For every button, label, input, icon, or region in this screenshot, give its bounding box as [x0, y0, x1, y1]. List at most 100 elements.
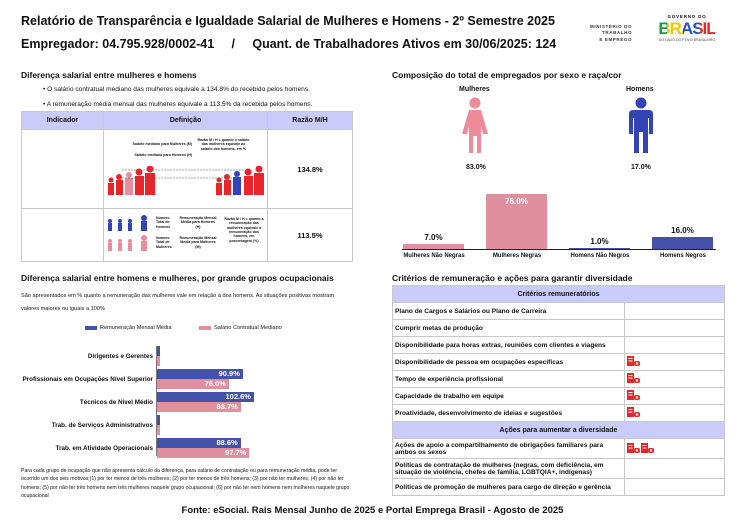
criterion-status — [624, 387, 725, 405]
bar: 102.6% — [157, 392, 254, 402]
logo-text: TRABALHO — [602, 30, 633, 36]
section-header: Ações para aumentar a diversidade — [392, 421, 725, 439]
category-label: Mulheres Negras — [492, 253, 542, 259]
definition: Salário mediano para Mulheres (M) Salári… — [103, 129, 268, 209]
criterion-status — [624, 336, 725, 354]
man-icon — [629, 97, 653, 153]
bullet: • A remuneração média mensal das mulhere… — [43, 101, 313, 108]
criterion-label: Plano de Cargos e Salários ou Plano de C… — [392, 302, 625, 320]
criterion-label: Ações de apoio a compartilhamento de obr… — [392, 438, 625, 459]
indicator — [21, 129, 104, 209]
legend-label: Salário Contratual Mediano — [214, 325, 282, 331]
bar — [157, 425, 160, 435]
y-axis — [156, 346, 157, 456]
category-label: Homens Negros — [659, 253, 706, 259]
ministry-logo: MINISTÉRIO DO TRABALHO E EMPREGO — [590, 24, 632, 43]
data-label: 16.0% — [671, 226, 694, 236]
section-title: Diferença salarial entre mulheres e home… — [21, 70, 197, 80]
men-pct: 17.0% — [631, 164, 651, 171]
company-icon — [627, 356, 640, 366]
criterion-label: Disponibilidade para horas extras, reuni… — [392, 336, 625, 354]
data-label: 76.0% — [505, 197, 528, 207]
logo-text: E EMPREGO — [599, 36, 633, 42]
bar: 88.6% — [157, 438, 241, 448]
category-label: Mulheres Não Negras — [403, 253, 465, 259]
men-label: Homens — [626, 86, 654, 93]
table-row: Cumprir metas de produção — [392, 319, 725, 337]
legend-item: Remuneração Mensal Média — [85, 325, 172, 331]
def-text: Número Total de Homens — [156, 216, 171, 229]
col-header: Definição — [103, 111, 268, 130]
bar — [486, 194, 547, 249]
company-icon — [627, 373, 640, 383]
indicator-table: Indicador Definição Razão M/H Salário medi… — [21, 111, 353, 262]
section-title: Composição do total de empregados por se… — [392, 70, 622, 80]
legend-label: Remuneração Mensal Média — [100, 325, 172, 331]
category-label: Homens Não Negros — [570, 253, 630, 259]
logo-text: GOVERNO DO — [667, 14, 707, 19]
section-title: Diferença salarial entre homens e mulher… — [21, 273, 334, 283]
woman-icon — [462, 97, 488, 153]
criterion-label: Cumprir metas de produção — [392, 319, 625, 337]
category-label: Técnicos de Nível Médio — [79, 399, 153, 406]
bar — [569, 248, 630, 249]
people-median-illustration — [108, 166, 264, 195]
bar — [157, 356, 160, 366]
criterion-label: Proatividade, desenvolvimento de ideias … — [392, 404, 625, 422]
criterion-label: Tempo de experiência profissional — [392, 370, 625, 388]
data-label: 88.6% — [216, 438, 238, 447]
logo-brasil: BRASIL — [647, 19, 727, 38]
criterion-status — [624, 478, 725, 496]
bar: 90.9% — [157, 369, 243, 379]
def-text: Remuneração Mensal Média para Homens (H) — [179, 216, 217, 229]
chart-subtitle: São apresentados em % quanto a remuneraç… — [21, 293, 335, 313]
criterion-label: Capacidade de trabalho em equipe — [392, 387, 625, 405]
criterion-status — [624, 302, 725, 320]
table-row: Proatividade, desenvolvimento de ideias … — [392, 404, 725, 422]
criterion-label: Políticas de contratação de mulheres (ne… — [392, 458, 625, 479]
bullet: • O salário contratual mediano das mulhe… — [43, 86, 310, 93]
table-row: Políticas de promoção de mulheres para c… — [392, 478, 725, 496]
people-sum-illustration — [108, 215, 147, 251]
company-icon — [627, 390, 640, 400]
page-title: Relatório de Transparência e Igualdade S… — [21, 14, 555, 28]
bar: 76.0% — [157, 379, 229, 389]
x-axis — [402, 249, 716, 250]
table-row: Plano de Cargos e Salários ou Plano de C… — [392, 302, 725, 320]
def-text: Razão M / H = quanto a remuneração das m… — [224, 217, 264, 243]
bar: 88.7% — [157, 402, 241, 412]
bar — [652, 237, 713, 249]
company-icon — [627, 407, 640, 417]
section-title: Critérios de remuneração e ações para ga… — [392, 273, 633, 283]
def-text: Remuneração Mensal Média para Mulheres (… — [179, 236, 217, 249]
section-title: Critérios remuneratórios — [392, 285, 725, 303]
criterion-label: Políticas de promoção de mulheres para c… — [392, 478, 625, 496]
company-icon — [627, 442, 640, 453]
bar — [157, 415, 160, 425]
table-row: Número Total de Homens Remuneração Mensa… — [21, 208, 353, 262]
table-row: Políticas de contratação de mulheres (ne… — [392, 458, 725, 479]
table-row: Capacidade de trabalho em equipe — [392, 387, 725, 405]
logo-text: MINISTÉRIO DO — [590, 24, 633, 29]
criteria-table: Critérios remuneratórios Plano de Cargos … — [392, 285, 725, 496]
criterion-status — [624, 370, 725, 388]
footnote: Para cada grupo de ocupação que não apre… — [21, 468, 350, 499]
category-label: Dirigentes e Gerentes — [87, 353, 153, 360]
criterion-status — [624, 458, 725, 479]
criterion-label: Disponibilidade de pessoa em ocupações e… — [392, 353, 625, 371]
criterion-status — [624, 353, 725, 371]
bar: 97.7% — [157, 448, 250, 458]
table-row: Tempo de experiência profissional — [392, 370, 725, 388]
criterion-status — [624, 404, 725, 422]
criterion-status — [624, 438, 725, 459]
data-label: 97.7% — [225, 448, 247, 457]
legend-item: Salário Contratual Mediano — [199, 325, 282, 331]
women-pct: 83.0% — [466, 164, 486, 171]
employer-info: Empregador: 04.795.928/0002-41 / Quant. … — [21, 37, 557, 51]
def-text: Salário mediano para Homens (H) — [134, 153, 192, 157]
data-label: 7.0% — [424, 232, 443, 242]
data-label: 88.7% — [216, 402, 238, 411]
definition: Número Total de Homens Remuneração Mensa… — [103, 208, 268, 262]
section-header: Critérios remuneratórios — [392, 285, 725, 303]
category-label: Profissionais em Ocupações Nível Superio… — [22, 376, 153, 383]
